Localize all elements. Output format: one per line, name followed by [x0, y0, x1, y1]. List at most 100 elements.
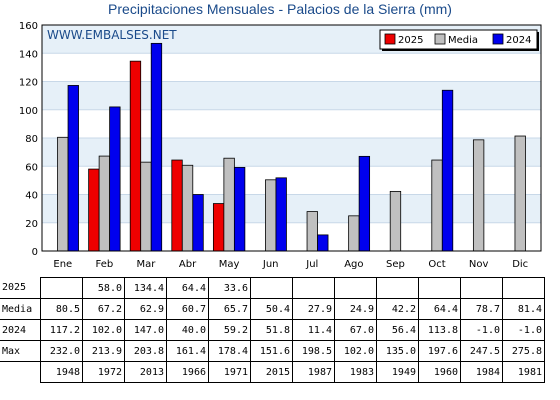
- row-label: [0, 362, 41, 383]
- y-tick-label: 40: [25, 191, 38, 202]
- y-tick-label: 100: [19, 106, 38, 117]
- grid-band: [42, 81, 541, 110]
- table-row: 1948 1972 2013 1966 1971 2015 1987 1983 1949 1960…: [0, 361, 545, 383]
- bar-media: [57, 136, 69, 252]
- y-tick-label: 60: [25, 162, 38, 173]
- table-cell: 1966: [166, 361, 209, 383]
- y-tick-label: 160: [19, 21, 38, 32]
- bar-media: [431, 159, 443, 252]
- plot-border: [41, 24, 542, 252]
- table-cell: 60.7: [166, 298, 209, 320]
- y-tick-label: 140: [19, 49, 38, 60]
- bar-2025: [88, 168, 100, 252]
- table-cell: 2015: [250, 361, 293, 383]
- bar-2024: [150, 42, 163, 252]
- table-cell: 232.0: [40, 340, 83, 362]
- table-cell: 65.7: [208, 298, 251, 320]
- table-cell: 64.4: [166, 277, 209, 299]
- x-tick-label: Abr: [179, 259, 197, 270]
- table-cell: 11.4: [292, 319, 335, 341]
- table-cell: 58.0: [82, 277, 125, 299]
- legend-label: 2025: [398, 35, 423, 46]
- x-tick-label: Dic: [512, 259, 528, 270]
- bar-media: [223, 157, 235, 252]
- x-tick-label: Sep: [386, 259, 405, 270]
- x-tick-label: Mar: [137, 259, 157, 270]
- grid-band: [42, 138, 541, 167]
- bar-media: [265, 179, 277, 252]
- grid-band: [42, 194, 541, 223]
- table-cell: 197.6: [418, 340, 461, 362]
- table-cell: 113.8: [418, 319, 461, 341]
- table-row: Media 80.5 67.2 62.9 60.7 65.7 50.4 27.9 24.9 42.…: [0, 298, 545, 320]
- row-label: 2025: [0, 277, 41, 299]
- table-cell: 102.0: [82, 319, 125, 341]
- table-cell: 27.9: [292, 298, 335, 320]
- table-cell: [334, 277, 377, 299]
- bar-media: [389, 190, 402, 252]
- bar-2024: [109, 106, 121, 252]
- bar-2024: [275, 177, 287, 252]
- bar-media: [348, 215, 360, 252]
- table-cell: 117.2: [40, 319, 83, 341]
- table-cell: 62.9: [124, 298, 167, 320]
- table-cell: 24.9: [334, 298, 377, 320]
- bar-2025: [171, 159, 183, 252]
- table-cell: 1948: [40, 361, 83, 383]
- table-cell: 51.8: [250, 319, 293, 341]
- bar-media: [181, 164, 194, 252]
- table-cell: 1987: [292, 361, 335, 383]
- row-label: Media: [0, 298, 41, 320]
- y-tick-label: 0: [32, 247, 38, 258]
- bar-media: [140, 161, 152, 252]
- x-tick-label: Jun: [262, 259, 279, 270]
- bar-2025: [129, 60, 142, 252]
- table-row: 2025 58.0 134.4 64.4 33.6: [0, 277, 545, 299]
- watermark: WWW.EMBALSES.NET: [47, 28, 177, 42]
- legend-label: Media: [448, 35, 478, 46]
- bar-chart: 0 20 40 60 80 100 120 140 160 WWW.EMBALSES.NET Ene…: [19, 21, 542, 270]
- table-cell: 50.4: [250, 298, 293, 320]
- bar-2025: [212, 203, 225, 252]
- table-cell: 275.8: [502, 340, 545, 362]
- bar-2024: [441, 89, 454, 252]
- table-cell: 59.2: [208, 319, 251, 341]
- bar-2024: [317, 234, 329, 252]
- row-label: Max: [0, 340, 41, 362]
- table-cell: [418, 277, 461, 299]
- chart-title: Precipitaciones Mensuales - Palacios de …: [108, 1, 452, 17]
- table-cell: 147.0: [124, 319, 167, 341]
- x-tick-label: Feb: [96, 259, 114, 270]
- table-cell: 198.5: [292, 340, 335, 362]
- table-cell: 213.9: [82, 340, 125, 362]
- y-tick-label: 120: [19, 78, 38, 89]
- table-cell: 135.0: [376, 340, 419, 362]
- table-cell: 64.4: [418, 298, 461, 320]
- table-cell: 134.4: [124, 277, 167, 299]
- legend-swatch: [434, 33, 446, 45]
- bar-2024: [192, 194, 204, 252]
- table-cell: [40, 277, 83, 299]
- x-tick-label: Oct: [428, 259, 445, 270]
- x-tick-label: Jul: [305, 259, 318, 270]
- table-row: 2024 117.2 102.0 147.0 40.0 59.2 51.8 11.4 67.0 5…: [0, 319, 545, 341]
- x-tick-label: Ene: [53, 259, 72, 270]
- table-cell: 1981: [502, 361, 545, 383]
- table-cell: [460, 277, 503, 299]
- table-cell: 247.5: [460, 340, 503, 362]
- table-cell: 1960: [418, 361, 461, 383]
- bar-2024: [358, 155, 371, 252]
- table-cell: 33.6: [208, 277, 251, 299]
- y-tick-label: 80: [25, 134, 38, 145]
- table-cell: [376, 277, 419, 299]
- bar-media: [98, 155, 111, 252]
- x-tick-label: Nov: [469, 259, 489, 270]
- table-cell: 161.4: [166, 340, 209, 362]
- legend-label: 2024: [506, 35, 531, 46]
- table-cell: -1.0: [502, 319, 545, 341]
- table-cell: 1983: [334, 361, 377, 383]
- bar-media: [514, 135, 526, 252]
- table-cell: 1972: [82, 361, 125, 383]
- table-cell: 67.2: [82, 298, 125, 320]
- table-cell: 81.4: [502, 298, 545, 320]
